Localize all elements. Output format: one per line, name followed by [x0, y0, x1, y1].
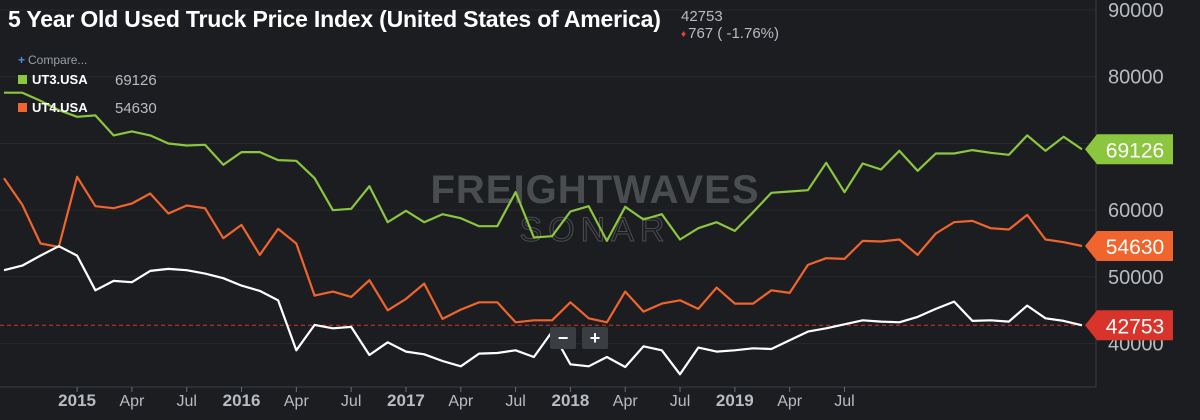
x-tick-label: Apr: [448, 393, 474, 410]
chart-title: 5 Year Old Used Truck Price Index (Unite…: [8, 6, 661, 32]
x-tick-label: Jul: [176, 393, 196, 410]
x-tick-label: Apr: [284, 393, 310, 410]
x-tick-label: Jul: [341, 393, 361, 410]
legend-swatch-ut3: [18, 75, 27, 84]
compare-label: Compare...: [28, 53, 88, 67]
legend-value-ut4: 54630: [115, 100, 157, 117]
legend-name-ut3: UT3.USA: [32, 72, 88, 87]
series-end-label-bg: [1085, 310, 1173, 341]
change-value: 767 ( -1.76%): [688, 25, 779, 42]
compare-button[interactable]: + Compare...: [18, 53, 87, 67]
watermark-line-1: FREIGHTWAVES: [430, 168, 759, 212]
x-tick-label: 2019: [716, 391, 754, 410]
x-tick-label: Jul: [670, 393, 690, 410]
series-end-label-bg: [1085, 231, 1173, 262]
x-tick-label: 2018: [551, 391, 589, 410]
watermark: FREIGHTWAVES SONAR: [430, 168, 759, 250]
y-tick-label: 50000: [1108, 267, 1164, 289]
series-lines: [3, 91, 1083, 376]
zoom-in-button[interactable]: +: [582, 327, 608, 349]
x-tick-label: Apr: [613, 393, 639, 410]
series-end-label-text: 42753: [1106, 315, 1164, 338]
x-tick-label: Apr: [119, 393, 145, 410]
x-tick-label: Apr: [777, 393, 803, 410]
grid-lines: [0, 9, 1096, 345]
series-end-label-text: 54630: [1106, 236, 1164, 259]
change-readout: ♦ 767 ( -1.76%): [681, 25, 779, 42]
series-end-label-1: 54630: [1085, 231, 1173, 262]
series-end-labels: 69126 54630 42753: [1085, 134, 1173, 341]
legend-swatch-ut4: [18, 103, 27, 112]
series-end-label-2: 42753: [1085, 310, 1173, 341]
legend-item-ut4[interactable]: UT4.USA 54630: [18, 100, 157, 117]
y-tick-label: 90000: [1108, 0, 1164, 22]
x-tick-label: 2015: [58, 391, 96, 410]
plus-icon: +: [18, 53, 26, 67]
series-line-1: [3, 175, 1083, 324]
legend-value-ut3: 69126: [115, 72, 157, 89]
legend-name-ut4: UT4.USA: [32, 100, 88, 115]
x-axis: 2015 Apr Jul 2016 Apr Jul 2017 Apr Jul 2018 Apr Jul…: [0, 386, 1096, 410]
y-tick-label: 60000: [1108, 200, 1164, 222]
y-tick-label: 80000: [1108, 67, 1164, 89]
zoom-out-button[interactable]: −: [550, 327, 576, 349]
x-tick-label: Jul: [505, 393, 525, 410]
x-tick-label: 2016: [223, 391, 261, 410]
series-line-2: [3, 245, 1083, 376]
current-value: 42753: [681, 8, 723, 25]
legend-item-ut3[interactable]: UT3.USA 69126: [18, 72, 157, 89]
x-tick-label: 2017: [387, 391, 425, 410]
series-end-label-text: 69126: [1106, 139, 1164, 162]
series-end-label-0: 69126: [1085, 134, 1173, 165]
x-tick-label: Jul: [834, 393, 854, 410]
down-arrow-icon: ♦: [681, 29, 687, 40]
series-end-label-bg: [1085, 134, 1173, 165]
series-line-0: [4, 91, 1083, 242]
